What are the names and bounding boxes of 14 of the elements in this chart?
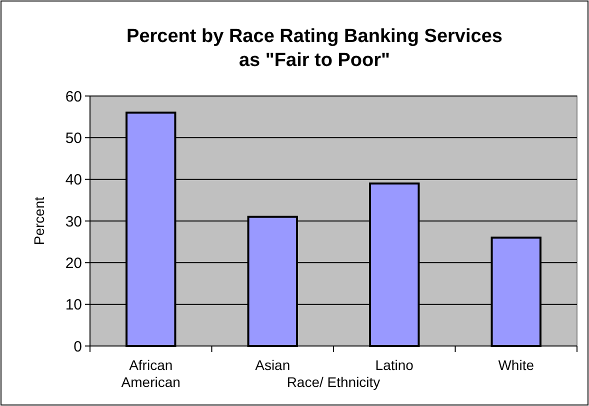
y-tick-label: 50 — [65, 130, 82, 147]
x-tick-label: Asian — [255, 357, 290, 373]
y-tick-label: 10 — [65, 296, 82, 314]
y-tick-label: 30 — [65, 213, 82, 230]
y-axis-title: Percent — [31, 196, 47, 246]
y-tick-label: 20 — [65, 254, 82, 272]
x-tick-label: White — [498, 357, 534, 373]
x-tick-label: Latino — [375, 357, 414, 373]
x-axis-title: Race/ Ethnicity — [286, 374, 380, 390]
y-tick-label: 0 — [74, 338, 82, 356]
x-tick-label: African American — [121, 357, 180, 390]
y-tick-label: 60 — [65, 88, 82, 106]
chart-title: Percent by Race Rating Banking Services as "Fair to Poor" — [126, 26, 502, 71]
y-tick-label: 40 — [65, 172, 82, 189]
